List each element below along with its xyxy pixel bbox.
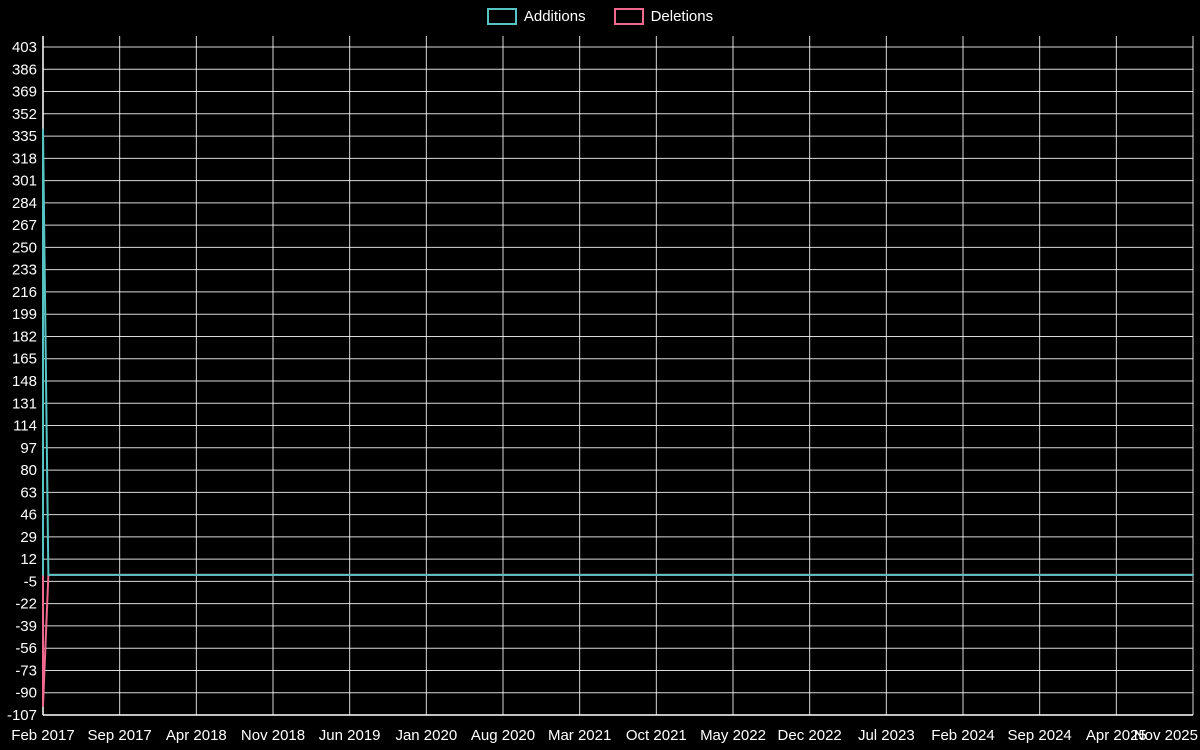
- additions-legend-swatch: [486, 8, 517, 25]
- series-line-additions: [42, 128, 1194, 576]
- y-tick-label: 352: [12, 106, 37, 123]
- x-tick-label: Mar 2021: [548, 727, 611, 744]
- y-tick-label: 386: [12, 61, 37, 78]
- y-tick-label: -107: [7, 707, 37, 724]
- y-tick-label: 114: [13, 418, 37, 435]
- y-tick-label: -90: [15, 685, 37, 702]
- y-tick-label: 165: [12, 351, 37, 368]
- x-tick-label: Apr 2018: [166, 727, 227, 744]
- y-tick-label: 301: [12, 173, 37, 190]
- y-tick-label: 63: [20, 484, 37, 501]
- x-tick-label: Feb 2024: [931, 727, 994, 744]
- x-tick-label: Aug 2020: [471, 727, 535, 744]
- legend-item-deletions: Deletions: [613, 8, 714, 25]
- y-tick-label: 29: [20, 529, 37, 546]
- y-tick-label: 318: [12, 150, 37, 167]
- x-tick-label: Jun 2019: [319, 727, 381, 744]
- y-tick-label: 182: [12, 328, 37, 345]
- y-tick-label: 131: [12, 395, 37, 412]
- x-tick-label: May 2022: [700, 727, 766, 744]
- deletions-legend-label: Deletions: [650, 8, 714, 25]
- x-tick-label: Sep 2017: [88, 727, 152, 744]
- y-tick-label: 216: [12, 284, 37, 301]
- y-tick-label: 148: [12, 373, 37, 390]
- x-tick-label: Sep 2024: [1008, 727, 1072, 744]
- x-tick-label: Dec 2022: [778, 727, 842, 744]
- y-tick-label: 46: [20, 507, 37, 524]
- y-tick-label: 80: [20, 462, 37, 479]
- y-tick-label: 369: [12, 84, 37, 101]
- y-tick-label: 284: [12, 195, 37, 212]
- legend-item-additions: Additions: [486, 8, 586, 25]
- x-tick-label: Nov 2025: [1134, 727, 1198, 744]
- x-tick-label: Oct 2021: [626, 727, 687, 744]
- y-tick-label: 250: [12, 239, 37, 256]
- y-tick-label: -73: [15, 662, 37, 679]
- x-tick-label: Jul 2023: [858, 727, 915, 744]
- deletions-legend-swatch: [613, 8, 644, 25]
- x-tick-label: Nov 2018: [241, 727, 305, 744]
- y-tick-label: -5: [24, 573, 37, 590]
- y-tick-label: 97: [20, 440, 37, 457]
- chart-legend: Additions Deletions: [0, 8, 1200, 25]
- y-tick-label: 335: [12, 128, 37, 145]
- y-tick-label: -56: [15, 640, 37, 657]
- x-tick-label: Feb 2017: [11, 727, 74, 744]
- y-tick-label: 233: [12, 262, 37, 279]
- y-tick-label: -22: [15, 596, 37, 613]
- series-line-deletions: [42, 573, 1194, 707]
- x-tick-label: Apr 2025: [1086, 727, 1147, 744]
- y-tick-label: 12: [20, 551, 37, 568]
- y-tick-label: 267: [12, 217, 37, 234]
- y-tick-label: -39: [15, 618, 37, 635]
- x-tick-label: Jan 2020: [395, 727, 457, 744]
- y-tick-label: 199: [12, 306, 37, 323]
- additions-legend-label: Additions: [523, 8, 586, 25]
- y-tick-label: 403: [12, 39, 37, 56]
